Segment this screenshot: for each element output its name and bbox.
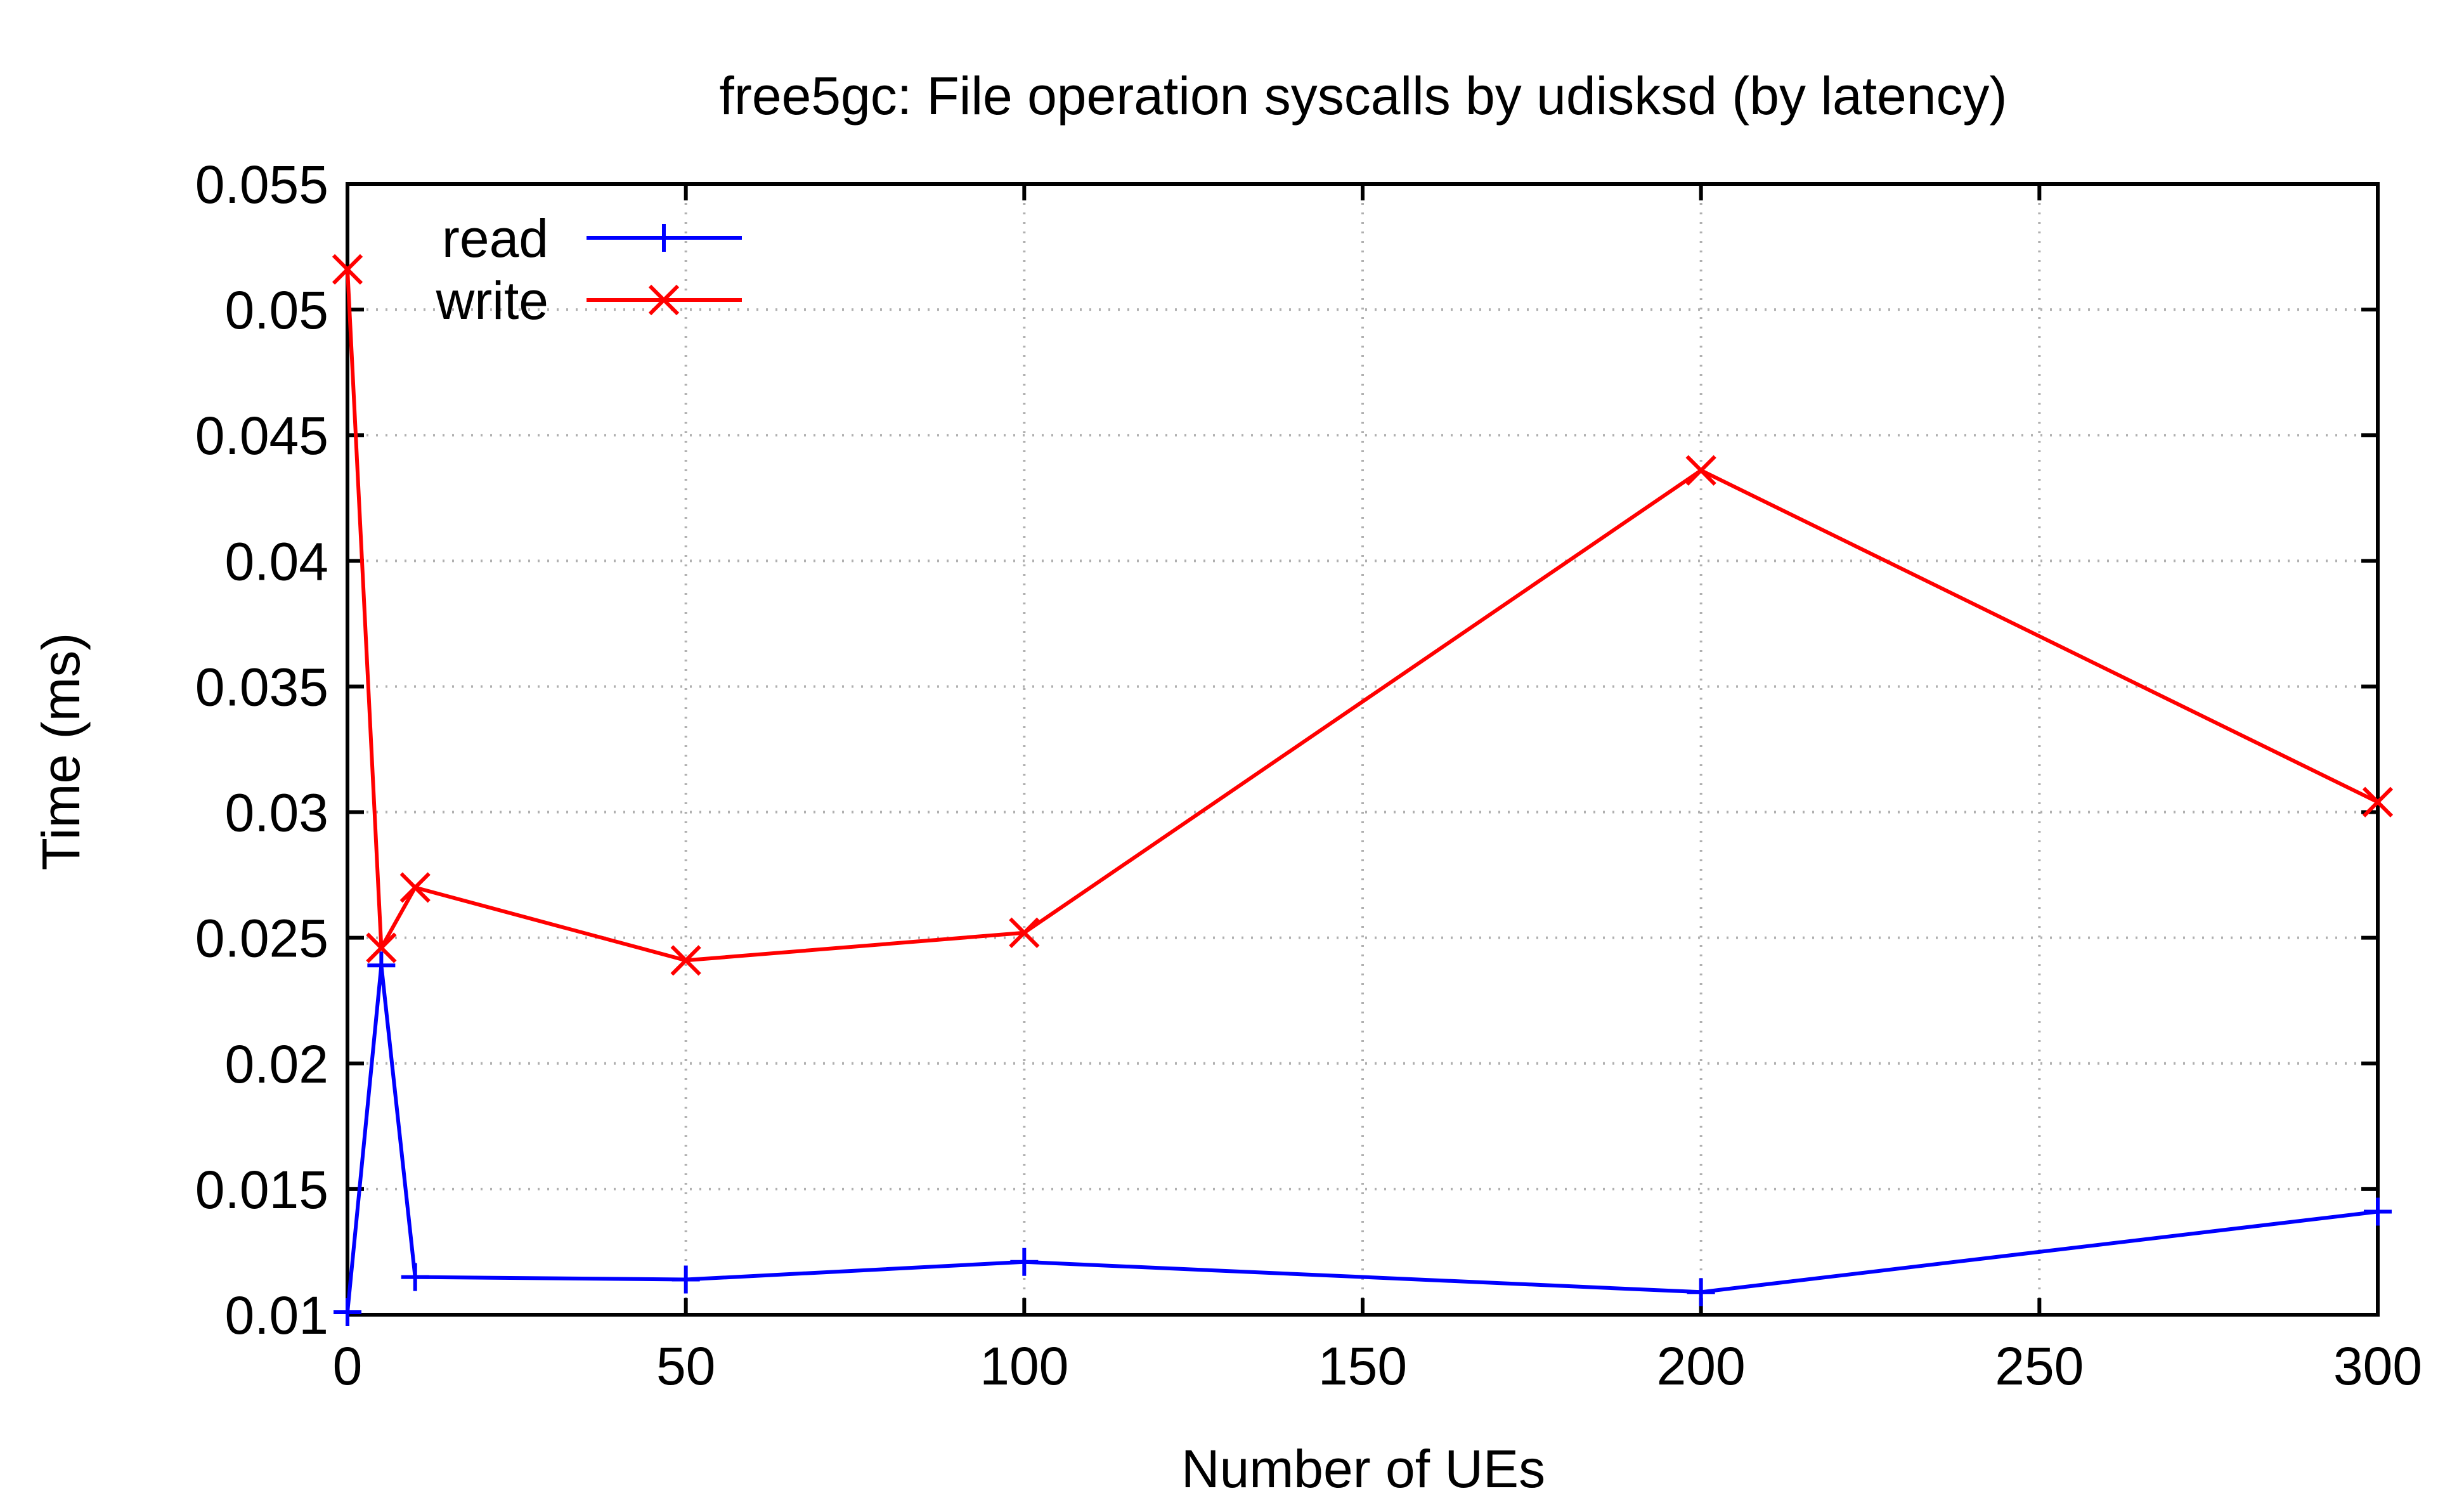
read-data-point (367, 951, 396, 980)
write-data-point (399, 872, 431, 903)
y-tick-label: 0.025 (195, 909, 328, 968)
write-data-point (332, 254, 363, 285)
read-data-point (1687, 1278, 1715, 1306)
read-data-point (1010, 1247, 1039, 1276)
y-tick-label: 0.045 (195, 406, 328, 466)
axis-ticks: 0 50 100 150 200 250 300 0.01 0.015 0.02 0.025 0.03… (195, 155, 2422, 1396)
write-data-point (366, 932, 397, 963)
x-tick-label: 300 (2333, 1336, 2422, 1396)
chart-title: free5gc: File operation syscalls by udis… (720, 66, 2007, 126)
read-data-point (334, 1298, 361, 1327)
x-tick-label: 250 (1995, 1336, 2084, 1396)
y-axis-label: Time (ms) (31, 633, 91, 871)
legend-marker-write (648, 284, 680, 316)
y-tick-label: 0.03 (225, 783, 329, 843)
x-axis-label: Number of UEs (1181, 1439, 1545, 1498)
write-data-point (2362, 786, 2394, 817)
read-data-point (2364, 1197, 2392, 1226)
write-data-point (670, 945, 701, 976)
y-tick-label: 0.055 (195, 155, 328, 214)
plot-frame (346, 182, 2380, 1317)
y-tick-label: 0.01 (225, 1286, 329, 1345)
x-tick-label: 100 (980, 1336, 1068, 1396)
legend-marker-read (650, 224, 678, 252)
x-tick-label: 50 (656, 1336, 715, 1396)
y-tick-label: 0.015 (195, 1160, 328, 1220)
write-series-line (346, 269, 2379, 963)
read-data-point (401, 1263, 429, 1291)
write-data-point (1009, 917, 1040, 948)
x-tick-label: 0 (333, 1336, 363, 1396)
y-tick-label: 0.02 (225, 1034, 329, 1094)
legend-label-write: write (436, 271, 548, 330)
x-tick-label: 150 (1318, 1336, 1407, 1396)
y-tick-label: 0.05 (225, 280, 329, 340)
write-data-point (1685, 455, 1716, 486)
y-tick-label: 0.035 (195, 657, 328, 717)
grid-lines (347, 184, 2378, 1315)
read-data-point (671, 1265, 700, 1294)
x-tick-label: 200 (1657, 1336, 1746, 1396)
y-tick-label: 0.04 (225, 531, 329, 591)
series-layer (332, 254, 2394, 1327)
legend-label-read: read (442, 209, 548, 268)
